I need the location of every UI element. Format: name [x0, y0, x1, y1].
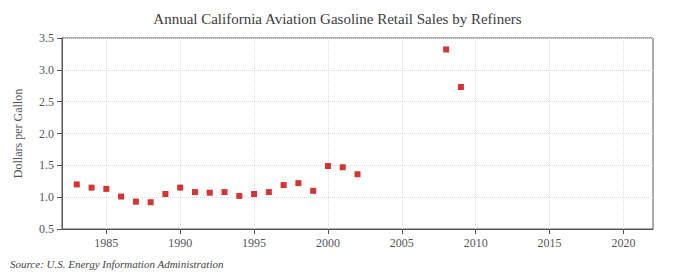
- svg-text:2.5: 2.5: [39, 95, 54, 109]
- svg-text:0.5: 0.5: [39, 222, 54, 236]
- svg-text:1995: 1995: [242, 236, 266, 250]
- svg-text:3.0: 3.0: [39, 63, 54, 77]
- svg-text:1.5: 1.5: [39, 158, 54, 172]
- svg-text:1.0: 1.0: [39, 190, 54, 204]
- svg-text:2005: 2005: [390, 236, 414, 250]
- svg-text:2.0: 2.0: [39, 127, 54, 141]
- svg-text:3.5: 3.5: [39, 31, 54, 45]
- svg-text:Source: U.S. Energy Informatio: Source: U.S. Energy Information Administ…: [10, 258, 224, 270]
- svg-text:1985: 1985: [94, 236, 118, 250]
- svg-text:1990: 1990: [168, 236, 192, 250]
- svg-text:2000: 2000: [316, 236, 340, 250]
- svg-text:Dollars per Gallon: Dollars per Gallon: [11, 89, 25, 178]
- svg-text:2015: 2015: [538, 236, 562, 250]
- svg-text:2010: 2010: [464, 236, 488, 250]
- svg-text:Annual California Aviation Gas: Annual California Aviation Gasoline Reta…: [153, 11, 522, 27]
- svg-text:2020: 2020: [611, 236, 635, 250]
